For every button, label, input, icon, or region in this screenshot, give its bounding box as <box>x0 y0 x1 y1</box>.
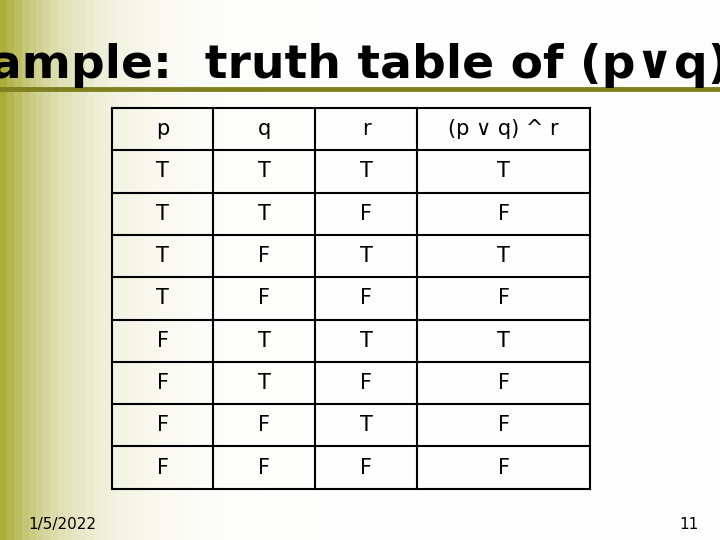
Text: T: T <box>258 373 271 393</box>
Text: T: T <box>498 246 510 266</box>
Text: F: F <box>258 457 271 477</box>
Text: F: F <box>498 457 510 477</box>
Text: F: F <box>498 204 510 224</box>
Text: T: T <box>360 161 373 181</box>
Text: F: F <box>258 415 271 435</box>
Text: r: r <box>362 119 371 139</box>
Text: T: T <box>360 415 373 435</box>
Text: F: F <box>156 373 168 393</box>
Text: p: p <box>156 119 169 139</box>
Text: T: T <box>156 288 169 308</box>
Text: F: F <box>498 415 510 435</box>
Text: F: F <box>360 288 372 308</box>
Text: F: F <box>498 373 510 393</box>
Text: T: T <box>156 246 169 266</box>
Text: F: F <box>258 246 271 266</box>
Text: T: T <box>258 204 271 224</box>
Text: T: T <box>498 330 510 350</box>
Text: Example:  truth table of (p∨q)^r: Example: truth table of (p∨q)^r <box>0 43 720 88</box>
Text: 1/5/2022: 1/5/2022 <box>29 517 96 532</box>
Text: F: F <box>258 288 271 308</box>
Text: T: T <box>258 330 271 350</box>
Text: T: T <box>156 161 169 181</box>
Text: F: F <box>156 457 168 477</box>
Text: T: T <box>156 204 169 224</box>
Text: T: T <box>498 161 510 181</box>
Text: F: F <box>498 288 510 308</box>
Text: T: T <box>360 330 373 350</box>
Text: F: F <box>156 415 168 435</box>
Text: F: F <box>360 373 372 393</box>
Text: T: T <box>360 246 373 266</box>
Text: F: F <box>360 204 372 224</box>
Text: q: q <box>258 119 271 139</box>
Text: 11: 11 <box>679 517 698 532</box>
Text: (p ∨ q) ^ r: (p ∨ q) ^ r <box>449 119 559 139</box>
Text: F: F <box>156 330 168 350</box>
Text: T: T <box>258 161 271 181</box>
Text: F: F <box>360 457 372 477</box>
